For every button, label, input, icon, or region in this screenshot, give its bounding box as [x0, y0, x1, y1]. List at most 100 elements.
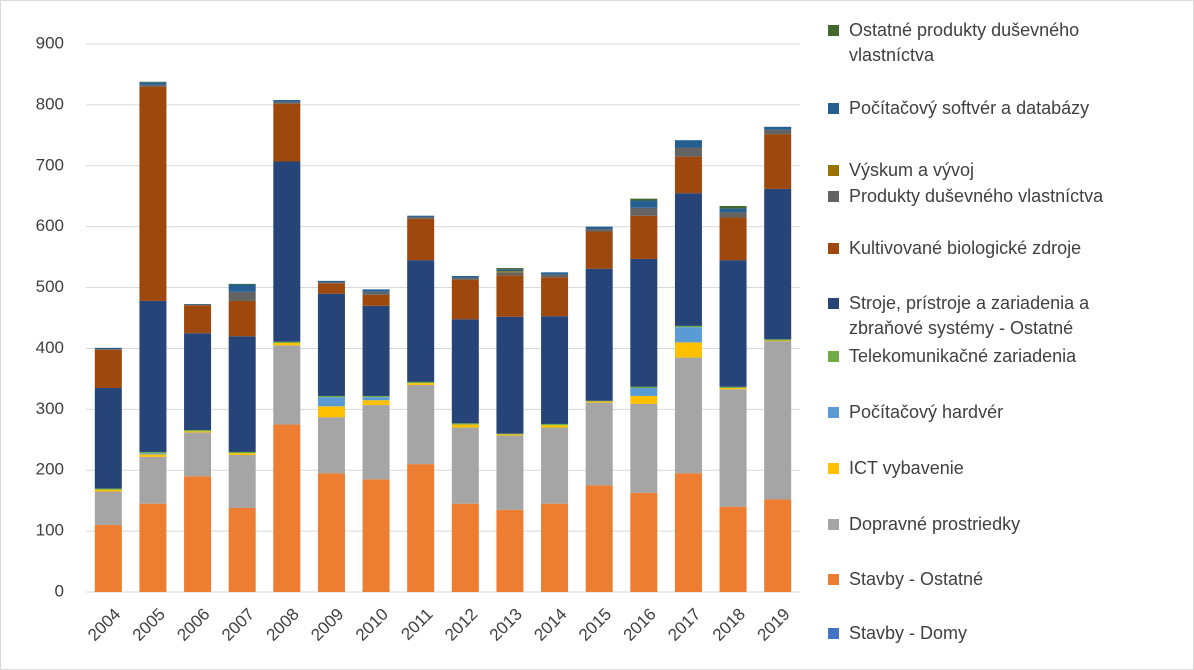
bar-segment [273, 103, 301, 162]
bar-segment [228, 507, 256, 592]
bar-segment [407, 218, 435, 261]
bar-segment [630, 492, 658, 592]
legend-swatch [828, 165, 839, 176]
y-tick-label: 400 [36, 338, 64, 357]
x-tick-label: 2018 [709, 605, 749, 645]
legend-label: Počítačový softvér a databázy [849, 98, 1090, 118]
legend-swatch [828, 628, 839, 639]
y-tick-label: 900 [36, 33, 64, 52]
bar-segment [674, 357, 702, 474]
legend-swatch [828, 243, 839, 254]
bar-segment [674, 147, 702, 157]
y-tick-label: 700 [36, 155, 64, 174]
bar-segment [184, 432, 212, 477]
bar-segment [674, 473, 702, 592]
bar-segment [451, 503, 479, 592]
bar-segment [674, 342, 702, 358]
bar-segment [630, 198, 658, 201]
bar-segment [630, 386, 658, 389]
bar-segment [541, 316, 569, 424]
bar-segment [139, 86, 167, 301]
bar-segment [585, 268, 613, 401]
x-tick-label: 2010 [352, 605, 392, 645]
legend-swatch [828, 407, 839, 418]
y-tick-label: 0 [55, 581, 64, 600]
legend-label: Stavby - Ostatné [849, 569, 984, 589]
bar-segment [317, 280, 345, 283]
legend-swatch [828, 463, 839, 474]
legend-swatch [828, 351, 839, 362]
bar-segment [585, 401, 613, 403]
bar-segment [317, 283, 345, 294]
bar-segment [139, 451, 167, 454]
bar-segment [228, 291, 256, 301]
x-tick-label: 2007 [218, 605, 258, 645]
bar-segment [139, 81, 167, 83]
bar-segment [451, 424, 479, 428]
bar-segment [719, 506, 747, 592]
x-tick-label: 2015 [575, 605, 615, 645]
bar-segment [451, 423, 479, 425]
legend-item: Dopravné prostriedky [828, 512, 1158, 537]
bar-segment [764, 340, 792, 342]
bar-segment [496, 435, 524, 510]
bar-segment [317, 395, 345, 398]
y-tick-label: 500 [36, 277, 64, 296]
bar-segment [317, 417, 345, 474]
x-tick-label: 2008 [263, 605, 303, 645]
bar-segment [317, 473, 345, 592]
legend-label: Produkty duševného vlastníctva [849, 186, 1104, 206]
bar-segment [719, 212, 747, 218]
bar-segment [139, 503, 167, 592]
bar-segment [585, 402, 613, 486]
bar-segment [451, 319, 479, 424]
bar-segment [273, 161, 301, 342]
bar-segment [719, 386, 747, 389]
bar-segment [317, 406, 345, 418]
bar-segment [496, 272, 524, 276]
bar-segment [94, 349, 122, 389]
bar-segment [362, 400, 390, 406]
bar-segment [184, 476, 212, 592]
y-tick-label: 200 [36, 460, 64, 479]
bar-segment [407, 381, 435, 384]
bar-segment [719, 388, 747, 390]
bar-segment [630, 207, 658, 216]
bar-segment [541, 272, 569, 275]
bar-segment [362, 294, 390, 306]
legend-swatch [828, 574, 839, 585]
bar-segment [317, 293, 345, 396]
bar-segment [719, 205, 747, 209]
legend-item: Ostatné produkty duševného vlastníctva [828, 18, 1158, 68]
bar-segment [451, 277, 479, 280]
x-tick-label: 2011 [397, 605, 436, 644]
bar-segment [228, 451, 256, 454]
bar-segment [451, 275, 479, 278]
bar-segment [94, 488, 122, 490]
legend-item: Počítačový hardvér [828, 400, 1158, 425]
bar-segment [496, 268, 524, 270]
bar-segment [496, 316, 524, 434]
legend-label: ICT vybavenie [849, 458, 964, 478]
x-tick-label: 2006 [173, 605, 213, 645]
bar-segment [273, 424, 301, 592]
bar-segment [184, 430, 212, 432]
legend-swatch [828, 298, 839, 309]
bar-segment [719, 260, 747, 387]
bar-segment [407, 260, 435, 382]
bar-segment [585, 229, 613, 232]
bar-segment [362, 405, 390, 480]
bar-segment [228, 336, 256, 452]
bar-segment [273, 341, 301, 343]
bar-segment [496, 271, 524, 273]
bar-segment [451, 427, 479, 504]
bar-segment [496, 275, 524, 317]
bar-segment [228, 455, 256, 508]
bar-segment [139, 82, 167, 85]
bar-segment [764, 129, 792, 135]
bar-segment [273, 342, 301, 346]
bar-segment [94, 349, 122, 350]
bar-segment [764, 499, 792, 592]
bar-segment [94, 525, 122, 592]
